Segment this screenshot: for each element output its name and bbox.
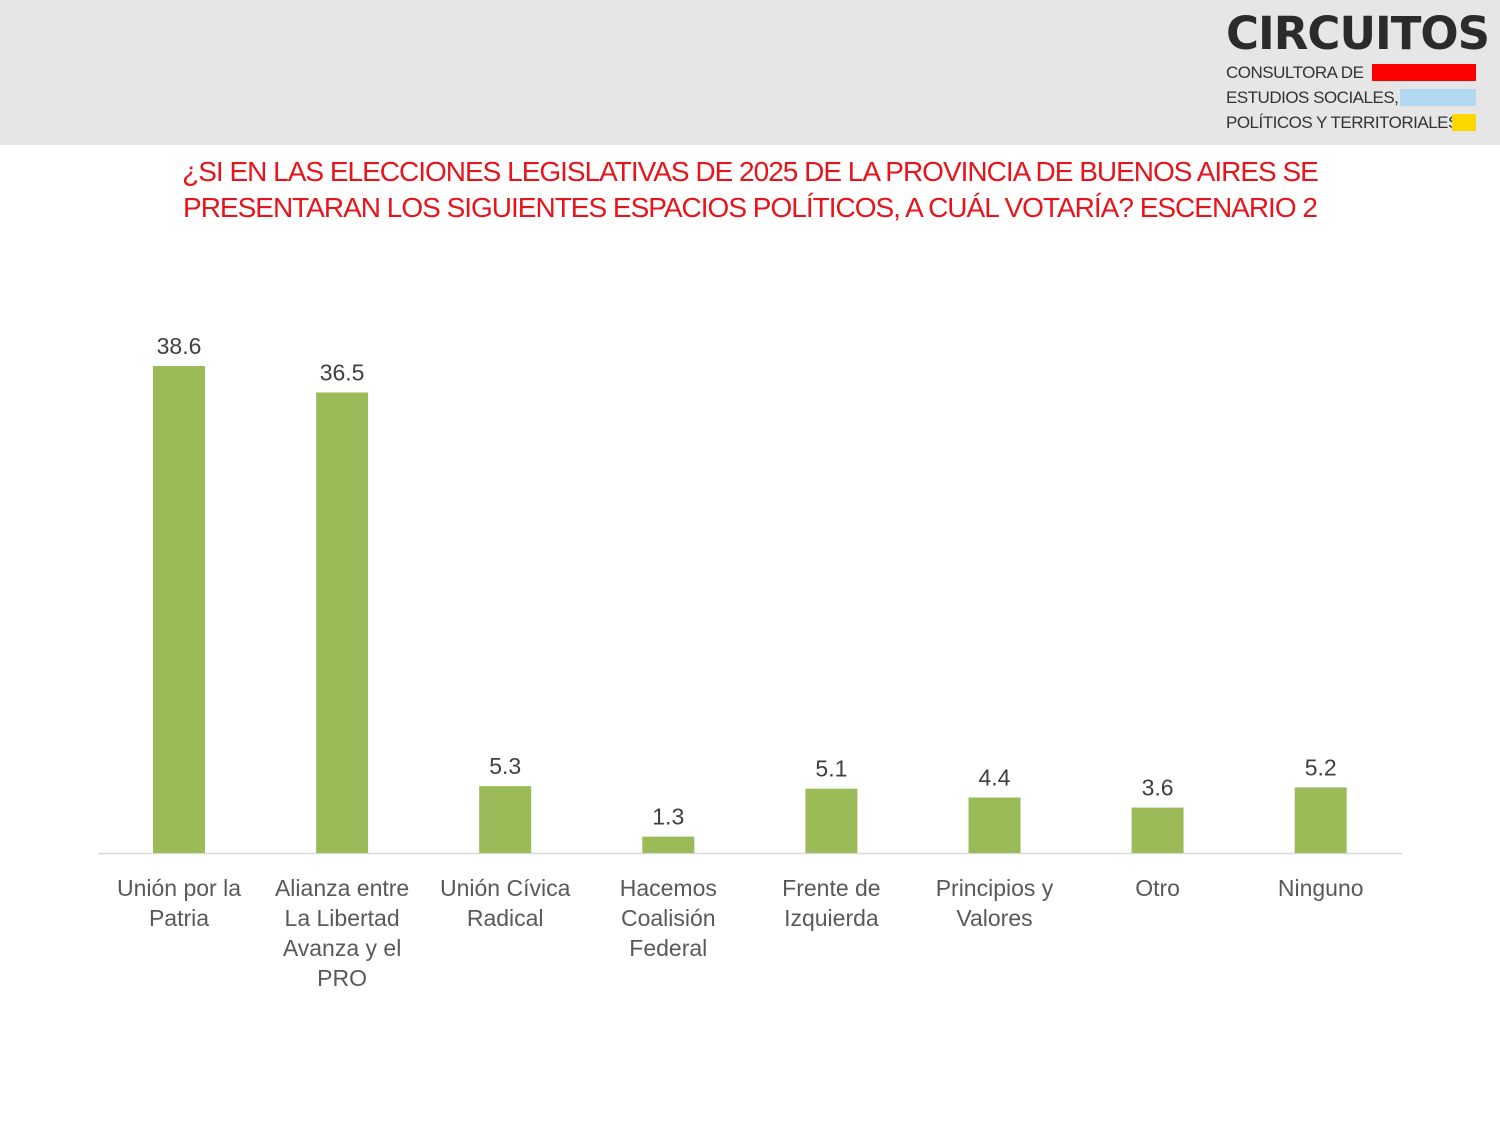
logo-name: CIRCUITOS (1226, 7, 1490, 60)
data-label: 1.3 (652, 804, 684, 830)
logo-line-2: ESTUDIOS SOCIALES, (1226, 85, 1478, 110)
category-label: Ninguno (1277, 875, 1364, 901)
data-label: 4.4 (979, 764, 1011, 790)
category-label: Alianza entre La Libertad Avanza y el PR… (274, 875, 410, 991)
category-label: Unión Cívica Radical (439, 875, 571, 931)
logo-blue-bar (1400, 89, 1476, 106)
category-label: Hacemos Coalisión Federal (619, 875, 717, 961)
category-label: Unión por la Patria (116, 875, 242, 931)
bar (805, 788, 858, 853)
data-label: 5.2 (1305, 754, 1337, 780)
data-label: 3.6 (1142, 775, 1174, 801)
category-label: Principios y Valores (935, 875, 1054, 931)
logo-text-3: POLÍTICOS Y TERRITORIALES (1226, 113, 1459, 132)
header-band: CIRCUITOS CONSULTORA DE ESTUDIOS SOCIALE… (0, 0, 1500, 145)
bar (479, 786, 532, 853)
data-label: 36.5 (320, 359, 365, 385)
logo-line-3: POLÍTICOS Y TERRITORIALES (1226, 110, 1478, 135)
bar (642, 836, 695, 853)
category-label: Frente de Izquierda (782, 875, 881, 931)
logo-text-2: ESTUDIOS SOCIALES, (1226, 88, 1399, 107)
data-label: 5.1 (815, 756, 847, 782)
bar (968, 797, 1021, 853)
logo-text-1: CONSULTORA DE (1226, 63, 1364, 82)
bar (153, 366, 205, 853)
bar (1294, 787, 1347, 853)
circuitos-logo: CIRCUITOS CONSULTORA DE ESTUDIOS SOCIALE… (1226, 7, 1490, 135)
bar (1131, 807, 1184, 853)
logo-line-1: CONSULTORA DE (1226, 60, 1478, 85)
bar (316, 392, 369, 853)
category-label: Otro (1135, 875, 1180, 901)
chart-title: ¿SI EN LAS ELECCIONES LEGISLATIVAS DE 20… (182, 156, 1319, 223)
data-label: 5.3 (489, 753, 521, 779)
logo-red-bar (1372, 64, 1476, 81)
data-label: 38.6 (157, 333, 202, 359)
logo-yellow-bar (1452, 114, 1476, 131)
